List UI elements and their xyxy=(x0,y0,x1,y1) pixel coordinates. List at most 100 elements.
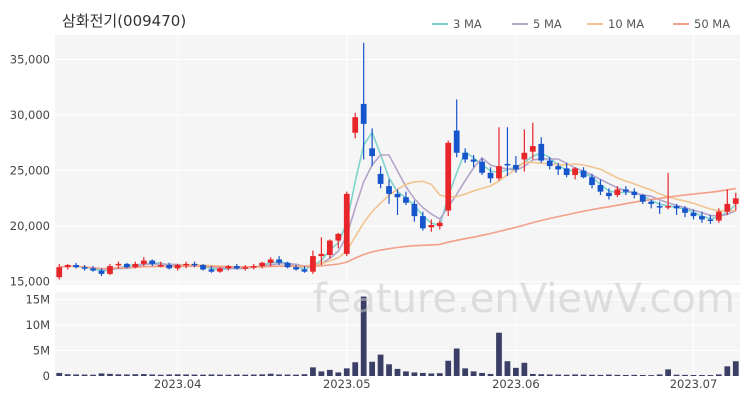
candle-down xyxy=(606,192,612,197)
volume-bar xyxy=(107,373,113,376)
volume-bar xyxy=(166,374,173,376)
candle-up xyxy=(326,240,333,255)
volume-bar xyxy=(707,375,714,376)
volume-bar xyxy=(631,374,638,376)
candle-down xyxy=(631,191,638,195)
candle-down xyxy=(419,216,426,229)
volume-bar xyxy=(386,364,392,376)
volume-bar xyxy=(132,374,139,376)
candle-down xyxy=(682,208,688,213)
candle-down xyxy=(699,216,705,220)
chart-title: 삼화전기(009470) xyxy=(62,12,186,30)
volume-bar xyxy=(419,372,426,376)
volume-bar xyxy=(174,374,181,376)
volume-bar xyxy=(639,374,646,376)
candle-down xyxy=(394,193,401,198)
price-tick-label: 20,000 xyxy=(10,219,50,233)
price-tick-label: 30,000 xyxy=(10,108,50,122)
volume-bar xyxy=(699,375,705,376)
candle-down xyxy=(166,265,173,269)
candle-down xyxy=(453,130,460,153)
candle-up xyxy=(572,168,578,175)
volume-bar xyxy=(200,374,206,376)
price-tick-label: 35,000 xyxy=(10,52,50,66)
candle-up xyxy=(665,206,671,208)
candle-down xyxy=(403,197,409,203)
candle-up xyxy=(157,265,164,267)
candle-up xyxy=(107,266,113,274)
volume-bar xyxy=(310,367,316,376)
candle-down xyxy=(73,265,80,268)
candle-down xyxy=(555,166,562,170)
volume-bar xyxy=(546,374,553,376)
candle-down xyxy=(149,260,156,264)
volume-bar xyxy=(428,373,435,376)
candle-up xyxy=(436,222,443,227)
candle-down xyxy=(293,267,299,270)
candle-down xyxy=(648,201,655,204)
candle-up xyxy=(183,263,189,266)
candle-down xyxy=(276,259,282,263)
volume-bar xyxy=(377,354,384,376)
candle-up xyxy=(132,263,139,268)
volume-bar xyxy=(462,368,469,376)
volume-bar xyxy=(360,296,367,376)
volume-bar xyxy=(369,361,376,376)
volume-bar xyxy=(124,374,130,376)
volume-bar xyxy=(504,361,511,376)
volume-bar xyxy=(149,374,156,376)
candle-up xyxy=(335,233,342,241)
volume-bar xyxy=(233,374,240,376)
candle-up xyxy=(115,263,122,266)
candle-down xyxy=(233,266,240,269)
candle-down xyxy=(538,143,545,161)
axis-layer: 15,000 20,000 25,000 30,000 35,000 0 5M 10M 15M 2… xyxy=(10,52,718,391)
date-tick-label: 2023.07 xyxy=(670,377,718,391)
volume-bar xyxy=(225,374,232,376)
candle-down xyxy=(639,195,646,202)
volume-bar xyxy=(259,374,266,376)
volume-bar xyxy=(529,373,536,376)
legend-label: 10 MA xyxy=(608,17,644,31)
volume-bar xyxy=(589,374,595,376)
volume-bar xyxy=(411,372,418,376)
candle-down xyxy=(707,219,714,221)
volume-bar xyxy=(656,374,663,376)
candle-down xyxy=(369,148,376,157)
volume-bar xyxy=(580,374,587,376)
candle-up xyxy=(140,260,147,264)
volume-bar xyxy=(56,372,63,376)
candle-down xyxy=(487,172,494,179)
candle-up xyxy=(732,198,739,204)
volume-bar xyxy=(732,361,739,376)
candle-up xyxy=(310,256,316,272)
candle-down xyxy=(470,159,477,162)
candle-down xyxy=(546,160,553,167)
candle-down xyxy=(411,203,418,217)
volume-bar xyxy=(293,374,299,376)
candle-down xyxy=(462,152,469,160)
volume-bar xyxy=(64,374,71,376)
volume-bar xyxy=(140,374,147,376)
volume-tick-label: 15M xyxy=(25,293,50,307)
candle-up xyxy=(56,267,63,278)
volume-bar xyxy=(183,374,189,376)
volume-bar xyxy=(648,375,655,376)
candle-up xyxy=(217,268,223,272)
watermark: feature.enViewV.com xyxy=(313,276,735,322)
volume-bar xyxy=(665,369,671,376)
volume-bar xyxy=(191,374,198,376)
candle-down xyxy=(191,263,198,266)
volume-bar xyxy=(115,374,122,376)
candle-down xyxy=(301,269,308,272)
volume-tick-label: 5M xyxy=(33,344,50,358)
candle-up xyxy=(267,259,274,263)
volume-bar xyxy=(157,374,164,376)
volume-bar xyxy=(479,372,485,376)
volume-bar xyxy=(724,366,731,376)
candle-down xyxy=(377,173,384,184)
volume-bar xyxy=(73,374,80,376)
candle-up xyxy=(225,266,232,269)
